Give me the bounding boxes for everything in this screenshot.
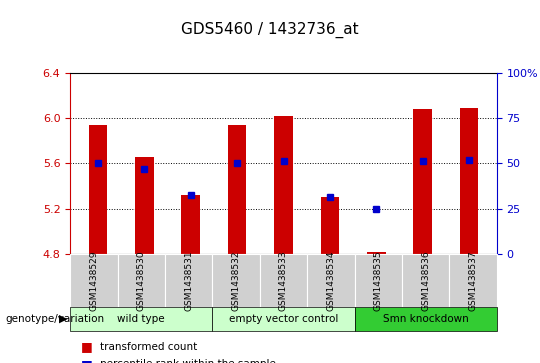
Text: ▶: ▶ (59, 314, 68, 324)
Text: GSM1438531: GSM1438531 (184, 250, 193, 311)
Text: percentile rank within the sample: percentile rank within the sample (100, 359, 276, 363)
Text: GSM1438532: GSM1438532 (232, 250, 241, 311)
Text: Smn knockdown: Smn knockdown (383, 314, 469, 324)
Text: GSM1438530: GSM1438530 (137, 250, 146, 311)
Text: GSM1438535: GSM1438535 (374, 250, 383, 311)
Text: GSM1438534: GSM1438534 (326, 250, 335, 311)
Bar (367, 252, 386, 254)
Text: GDS5460 / 1432736_at: GDS5460 / 1432736_at (181, 22, 359, 38)
Text: GSM1438533: GSM1438533 (279, 250, 288, 311)
Text: ■: ■ (81, 358, 93, 363)
Text: genotype/variation: genotype/variation (5, 314, 105, 324)
Bar (135, 156, 154, 254)
Text: empty vector control: empty vector control (229, 314, 338, 324)
Text: GSM1438529: GSM1438529 (90, 250, 98, 311)
Bar (321, 197, 339, 254)
Bar (274, 116, 293, 254)
Text: GSM1438536: GSM1438536 (421, 250, 430, 311)
Bar (181, 195, 200, 254)
Text: ■: ■ (81, 340, 93, 353)
Bar (413, 109, 432, 254)
Text: GSM1438537: GSM1438537 (469, 250, 477, 311)
Bar (460, 108, 478, 254)
Bar (89, 125, 107, 254)
Text: wild type: wild type (118, 314, 165, 324)
Bar (228, 125, 246, 254)
Text: transformed count: transformed count (100, 342, 197, 352)
